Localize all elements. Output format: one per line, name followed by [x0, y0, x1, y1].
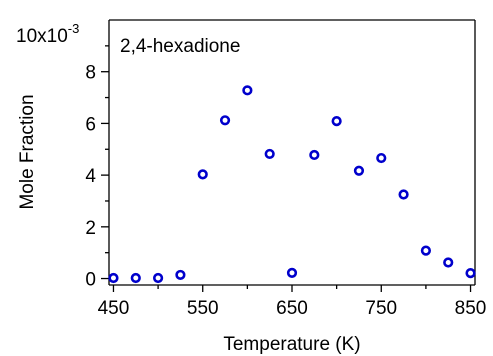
- y-tick-label: 4: [85, 166, 96, 187]
- chart-annotation: 2,4-hexadione: [120, 36, 240, 57]
- x-axis-label: Temperature (K): [223, 334, 360, 355]
- x-axis-ticks: 450 550 650 750 850: [98, 285, 487, 319]
- data-point: [264, 148, 275, 160]
- data-points: [108, 85, 476, 284]
- data-point: [309, 149, 320, 161]
- data-point: [331, 115, 342, 127]
- y-axis-label: Mole Fraction: [17, 94, 38, 209]
- x-tick-label: 450: [98, 298, 130, 319]
- y-axis-multiplier-exponent: -3: [68, 21, 80, 36]
- data-point: [465, 268, 476, 279]
- y-tick-label: 0: [85, 270, 96, 291]
- x-tick-label: 650: [276, 298, 308, 319]
- x-tick-label: 550: [187, 298, 219, 319]
- data-point: [376, 152, 387, 164]
- data-point: [130, 272, 141, 284]
- x-tick-label: 750: [365, 298, 397, 319]
- data-point: [219, 115, 231, 126]
- data-point: [443, 257, 454, 268]
- y-axis-multiplier-base: 10x10: [16, 26, 68, 47]
- data-point: [353, 165, 365, 176]
- data-point: [175, 269, 186, 281]
- data-point: [197, 169, 208, 180]
- y-tick-label: 6: [85, 114, 96, 135]
- plot-frame: [108, 19, 476, 286]
- data-point: [420, 245, 432, 256]
- x-tick-label: 850: [455, 298, 487, 319]
- data-point: [152, 272, 164, 284]
- y-axis-multiplier: 10x10-3: [16, 21, 79, 47]
- data-point: [398, 189, 409, 200]
- y-tick-label: 8: [85, 63, 96, 84]
- data-point: [242, 85, 253, 96]
- data-point: [108, 272, 119, 284]
- y-tick-label: 2: [85, 218, 96, 239]
- y-axis-ticks: 0 2 4 6 8: [85, 45, 109, 291]
- data-point: [286, 267, 298, 278]
